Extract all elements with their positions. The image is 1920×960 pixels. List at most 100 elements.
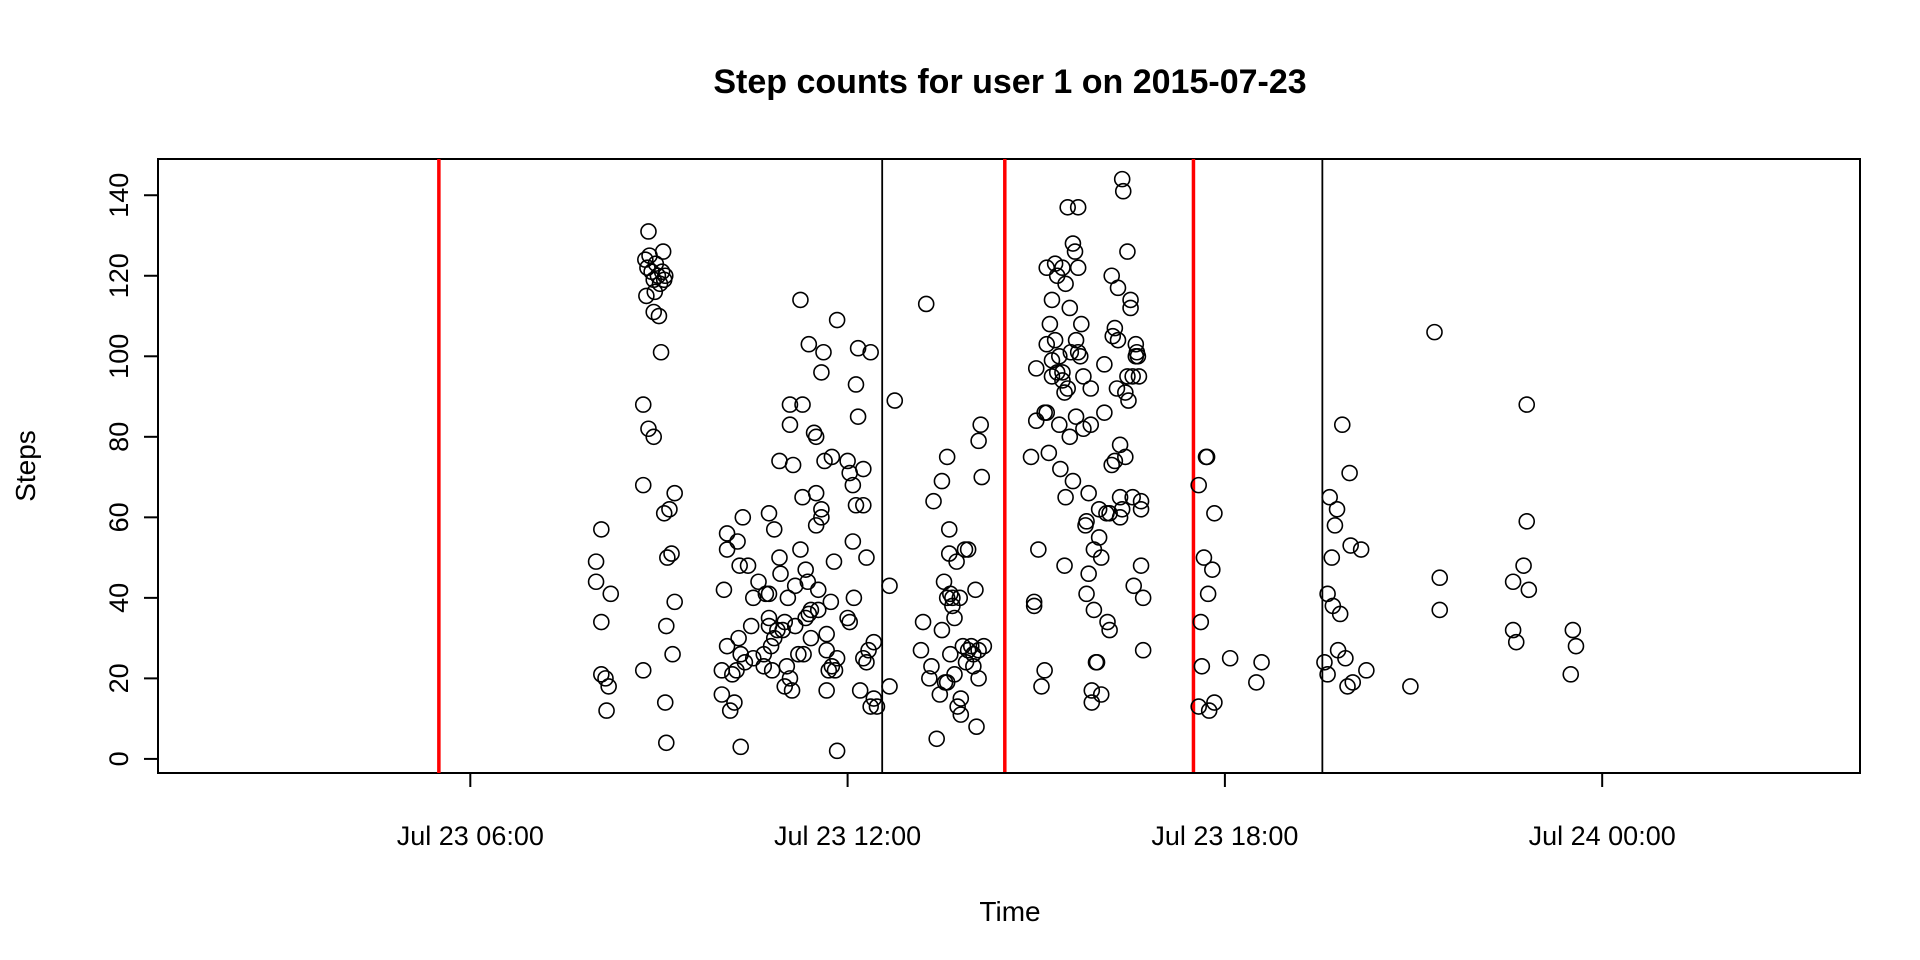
data-point <box>1075 368 1092 385</box>
data-point <box>750 573 767 591</box>
data-point <box>818 625 835 643</box>
data-point <box>799 573 817 591</box>
data-point <box>784 456 802 474</box>
data-point <box>794 488 811 506</box>
data-point <box>657 617 675 635</box>
data-point <box>1078 513 1095 530</box>
data-point <box>634 662 652 679</box>
data-point <box>661 500 678 518</box>
data-point <box>1106 319 1124 337</box>
data-point <box>1193 658 1211 675</box>
data-point <box>781 396 799 413</box>
data-point <box>1333 416 1351 434</box>
data-point <box>823 448 841 466</box>
data-point <box>858 549 875 566</box>
data-point <box>928 730 945 748</box>
data-point <box>807 484 825 502</box>
data-point <box>781 416 799 434</box>
data-point <box>663 545 680 562</box>
data-point <box>600 678 617 695</box>
data-point <box>593 521 610 538</box>
data-point <box>634 396 652 413</box>
data-point <box>1056 384 1073 401</box>
data-point <box>1567 637 1585 655</box>
data-point <box>1124 488 1141 506</box>
data-point <box>1206 505 1223 522</box>
data-point <box>970 641 987 659</box>
data-point <box>742 617 760 635</box>
data-point <box>828 311 846 329</box>
data-point <box>718 541 736 558</box>
data-point <box>1204 561 1221 578</box>
data-point <box>886 392 904 409</box>
data-point <box>914 613 932 631</box>
data-point <box>786 577 804 595</box>
plot-frame <box>157 158 1861 774</box>
y-tick-label: 100 <box>104 334 134 379</box>
data-point <box>797 609 814 627</box>
data-point <box>587 573 605 591</box>
data-point <box>1253 653 1270 671</box>
data-point <box>847 376 865 393</box>
data-point <box>1103 456 1121 474</box>
data-point <box>744 649 762 667</box>
data-point <box>781 670 799 687</box>
data-point <box>881 678 898 695</box>
x-tick-label: Jul 24 00:00 <box>1529 821 1676 851</box>
data-point <box>1119 243 1136 260</box>
data-point <box>1323 549 1341 566</box>
data-point <box>809 601 827 619</box>
data-point <box>728 662 745 679</box>
data-point <box>715 581 733 599</box>
data-point <box>794 396 811 413</box>
data-point <box>731 557 748 574</box>
data-point <box>1036 662 1053 679</box>
data-point <box>1344 674 1362 691</box>
data-point <box>858 653 875 671</box>
data-point <box>802 601 820 619</box>
data-point <box>944 589 961 607</box>
data-point <box>1104 327 1122 345</box>
data-point <box>1321 488 1338 506</box>
data-point <box>1342 537 1359 554</box>
data-points <box>587 170 1585 760</box>
data-point <box>946 666 963 683</box>
data-point <box>1507 633 1525 651</box>
data-point <box>1090 529 1108 546</box>
data-point <box>933 472 951 490</box>
data-point <box>1108 380 1126 397</box>
data-point <box>1195 549 1213 566</box>
data-point <box>1080 565 1097 583</box>
data-point <box>732 645 750 663</box>
data-point <box>809 581 827 599</box>
data-point <box>912 641 930 659</box>
data-point <box>865 633 883 651</box>
data-point <box>925 492 942 510</box>
data-point <box>640 223 657 240</box>
data-point <box>823 658 841 675</box>
data-point <box>765 521 783 538</box>
data-point <box>1027 412 1045 430</box>
data-point <box>652 343 670 361</box>
data-point <box>1319 666 1336 683</box>
data-point <box>942 645 959 663</box>
data-point <box>760 505 778 522</box>
data-point <box>1052 460 1069 478</box>
data-point <box>1069 259 1087 277</box>
data-point <box>855 649 872 667</box>
data-point <box>587 553 605 570</box>
data-point <box>1504 621 1522 639</box>
data-point <box>1022 448 1040 466</box>
data-point <box>923 658 940 675</box>
data-point <box>825 553 843 570</box>
data-point <box>841 613 858 631</box>
data-point <box>1190 476 1207 494</box>
data-point <box>1341 464 1358 482</box>
vertical-reference-lines <box>437 159 1324 773</box>
data-point <box>721 702 739 719</box>
data-point <box>776 613 794 631</box>
data-point <box>970 432 987 450</box>
data-point <box>959 541 977 558</box>
data-point <box>1111 488 1129 506</box>
y-tick-label: 0 <box>104 751 134 766</box>
